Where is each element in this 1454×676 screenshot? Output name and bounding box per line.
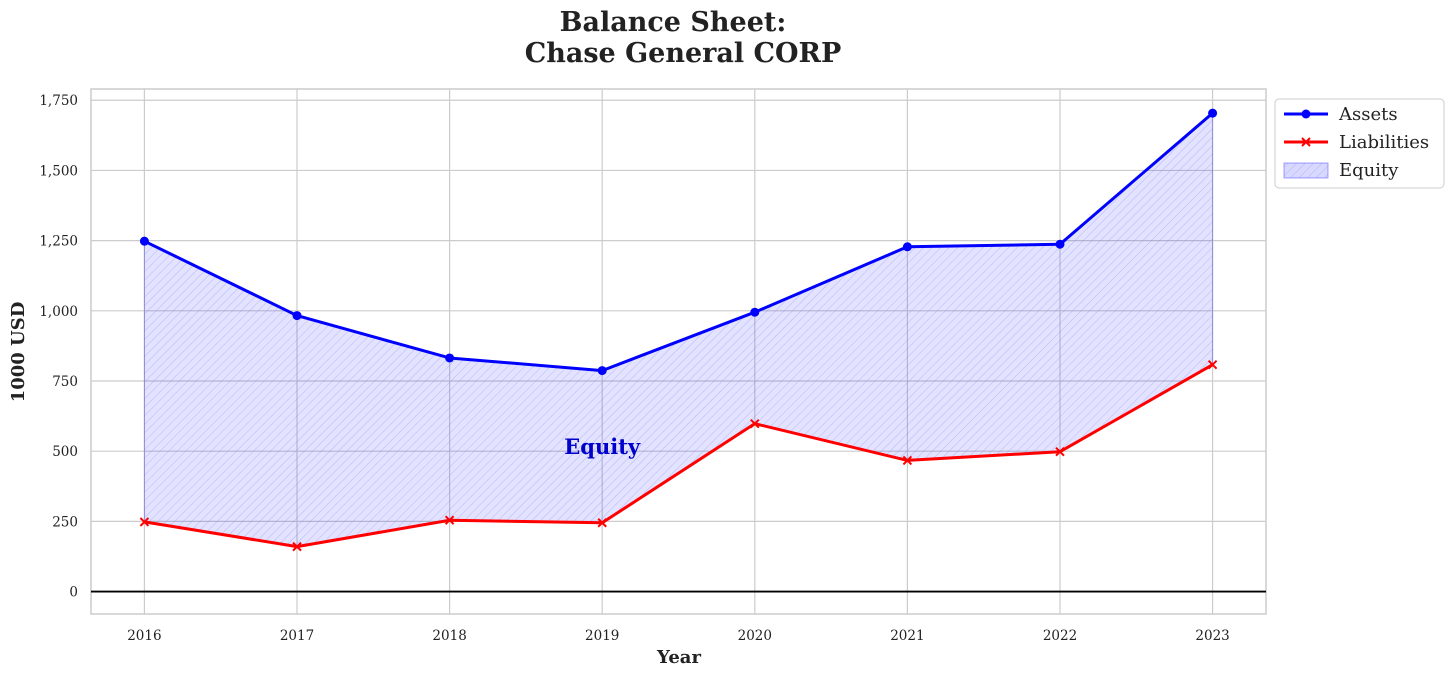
- assets-point-2016: [139, 236, 149, 246]
- equity-annotation: Equity: [564, 434, 641, 459]
- liabilities-point-2017: [292, 541, 302, 552]
- x-tick-2021: 2021: [890, 628, 924, 644]
- legend-liabilities-label: Liabilities: [1339, 132, 1429, 153]
- x-tick-2022: 2022: [1043, 628, 1077, 644]
- assets-point-2023: [1208, 108, 1218, 118]
- assets-point-2021: [902, 242, 912, 252]
- legend-liabilities-marker: [1301, 137, 1311, 147]
- chart-title-line2: Chase General CORP: [525, 38, 842, 69]
- y-tick-1,250: 1,250: [39, 234, 78, 250]
- y-tick-500: 500: [52, 444, 78, 460]
- assets-point-2017: [292, 311, 302, 321]
- legend: Assets Liabilities Equity: [1274, 98, 1445, 189]
- legend-assets-marker: [1301, 109, 1311, 119]
- y-tick-0: 0: [69, 585, 78, 601]
- y-axis-label: 1000 USD: [8, 302, 29, 403]
- assets-point-2020: [750, 307, 760, 317]
- x-tick-2016: 2016: [127, 628, 161, 644]
- chart-title-line1: Balance Sheet:: [560, 7, 787, 38]
- liabilities-point-2016: [139, 517, 150, 527]
- y-tick-250: 250: [52, 514, 78, 530]
- liabilities-point-2023: [1207, 359, 1218, 370]
- legend-assets-label: Assets: [1338, 104, 1398, 125]
- liabilities-point-2018: [444, 515, 455, 525]
- x-tick-2023: 2023: [1195, 628, 1229, 644]
- assets-point-2019: [597, 366, 607, 376]
- x-tick-2019: 2019: [585, 628, 619, 644]
- liabilities-point-2019: [597, 518, 607, 528]
- series-layer: [139, 108, 1218, 552]
- x-tick-2017: 2017: [280, 628, 314, 644]
- assets-line: [143, 112, 1214, 373]
- legend-equity-swatch-hatch: [1284, 163, 1328, 178]
- x-tick-2018: 2018: [432, 628, 466, 644]
- y-tick-labels: 0 250 500 750 1,000 1,250 1,500 1,750: [39, 93, 78, 600]
- assets-point-2018: [445, 353, 455, 363]
- liabilities-point-2020: [750, 418, 760, 429]
- y-tick-1,000: 1,000: [39, 304, 78, 320]
- assets-point-2022: [1055, 239, 1065, 249]
- y-tick-750: 750: [52, 374, 78, 390]
- y-tick-1,500: 1,500: [39, 163, 78, 179]
- x-axis-label: Year: [656, 647, 701, 668]
- liabilities-point-2021: [902, 455, 913, 466]
- x-tick-2020: 2020: [738, 628, 772, 644]
- liabilities-point-2022: [1055, 447, 1065, 457]
- liabilities-line: [144, 363, 1214, 549]
- legend-equity-label: Equity: [1339, 160, 1399, 181]
- y-tick-1,750: 1,750: [39, 93, 78, 109]
- x-tick-labels: 2016 2017 2018 2019 2020 2021 2022 2023: [127, 628, 1230, 644]
